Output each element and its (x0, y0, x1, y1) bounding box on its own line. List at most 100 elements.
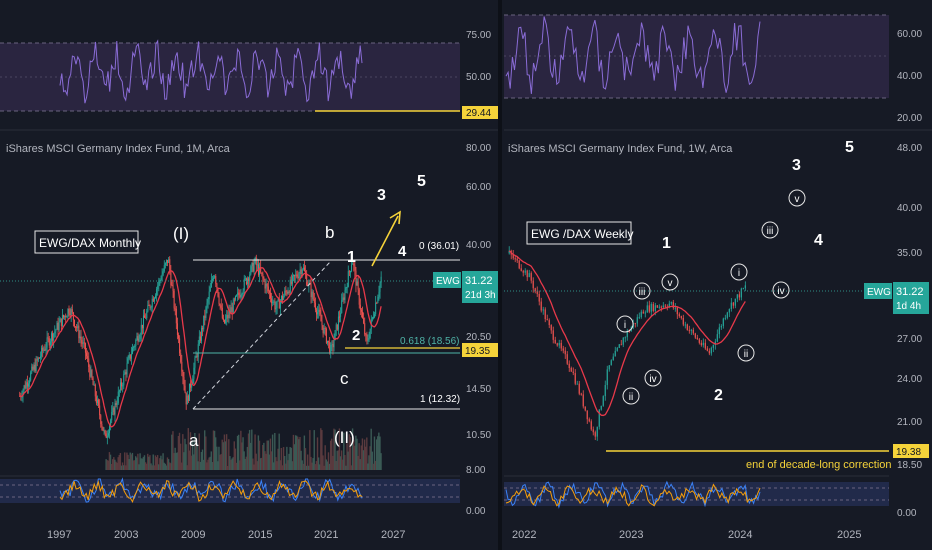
volume-bar (181, 462, 183, 470)
candle-body (174, 308, 176, 310)
candle-body (170, 270, 172, 286)
volume-bar (133, 460, 136, 470)
candle-body (333, 340, 335, 348)
candle-body (198, 336, 200, 345)
candle-body (32, 366, 34, 370)
volume-bar (336, 450, 338, 470)
candle-body (243, 278, 245, 291)
right-label-box-text: EWG /DAX Weekly (531, 227, 633, 241)
candle-body (564, 350, 566, 355)
volume-bar (164, 463, 166, 470)
fib-0618-label: 0.618 (18.56) (400, 336, 460, 347)
candle-body (626, 330, 628, 338)
candle-body (572, 371, 574, 374)
volume-bar (125, 465, 127, 470)
volume-bar (105, 459, 107, 470)
volume-bar (207, 459, 209, 470)
volume-bar (135, 456, 137, 470)
volume-bar (370, 428, 372, 470)
candle-body (91, 370, 93, 379)
candle-body (369, 328, 371, 339)
candle-body (72, 312, 74, 320)
volume-bar (334, 429, 336, 470)
volume-bar (208, 457, 210, 470)
candle-body (297, 276, 299, 279)
volume-bar (200, 451, 203, 470)
candle-body (45, 347, 47, 351)
volume-bar (221, 439, 223, 470)
volume-bar (122, 465, 125, 470)
candle-body (512, 254, 514, 259)
volume-bar (274, 432, 276, 470)
left-x-tick: 2003 (114, 529, 138, 541)
volume-bar (308, 465, 310, 470)
candle-body (263, 278, 265, 281)
candle-body (718, 327, 720, 335)
candle-body (323, 327, 325, 334)
right-rsi-tick: 60.00 (897, 29, 922, 40)
candle-body (169, 259, 171, 271)
candle-body (640, 311, 642, 318)
volume-bar (124, 452, 126, 470)
candle-body (127, 358, 129, 364)
candle-body (516, 258, 518, 261)
volume-bar (325, 459, 327, 470)
right-x-tick: 2023 (619, 529, 643, 541)
candle-body (115, 403, 117, 405)
volume-bar (305, 465, 308, 470)
candle-body (249, 274, 251, 282)
volume-bar (197, 461, 199, 470)
left-y-tick: 10.50 (466, 430, 491, 441)
candle-body (536, 291, 538, 294)
right-price-badge (893, 282, 929, 314)
volume-bar (201, 449, 204, 470)
candle-body (319, 309, 321, 315)
volume-bar (360, 445, 363, 470)
candle-body (156, 289, 158, 296)
wave-circle (633, 282, 651, 300)
candle-body (650, 303, 652, 312)
candle-body (86, 352, 88, 357)
volume-bar (185, 444, 187, 470)
volume-bar (156, 455, 159, 470)
volume-bar (118, 454, 120, 470)
candle-body (145, 317, 147, 319)
candle-body (219, 303, 221, 306)
candle-body (173, 290, 175, 309)
candle-body (286, 291, 288, 294)
volume-bar (170, 463, 172, 470)
candle-body (295, 274, 297, 277)
candle-body (720, 325, 722, 328)
candle-body (105, 433, 107, 438)
candle-body (175, 308, 177, 324)
candle-body (380, 276, 382, 283)
wave-circle (644, 369, 662, 387)
candle-body (63, 315, 65, 318)
candle-body (596, 426, 598, 437)
volume-bar (333, 428, 335, 470)
candle-body (79, 336, 81, 339)
candle-body (377, 296, 379, 303)
candle-body (654, 305, 656, 311)
candle-body (90, 370, 92, 377)
volume-bar (115, 461, 117, 470)
left-chart-title: iShares MSCI Germany Index Fund, 1M, Arc… (6, 143, 231, 155)
volume-bar (285, 463, 287, 470)
candle-body (522, 270, 524, 273)
volume-bar (202, 459, 205, 470)
volume-bar (351, 428, 354, 470)
volume-bar (193, 454, 195, 470)
volume-bar (158, 464, 160, 470)
volume-bar (260, 457, 263, 470)
candle-body (217, 287, 219, 297)
candle-body (374, 314, 376, 318)
volume-bar (162, 453, 164, 470)
candle-body (302, 267, 304, 270)
volume-bar (310, 456, 312, 470)
candle-body (55, 329, 57, 332)
candle-body (284, 290, 286, 296)
candle-body (698, 339, 700, 343)
candle-body (138, 338, 140, 342)
candle-body (190, 383, 192, 388)
candle-body (118, 390, 120, 392)
